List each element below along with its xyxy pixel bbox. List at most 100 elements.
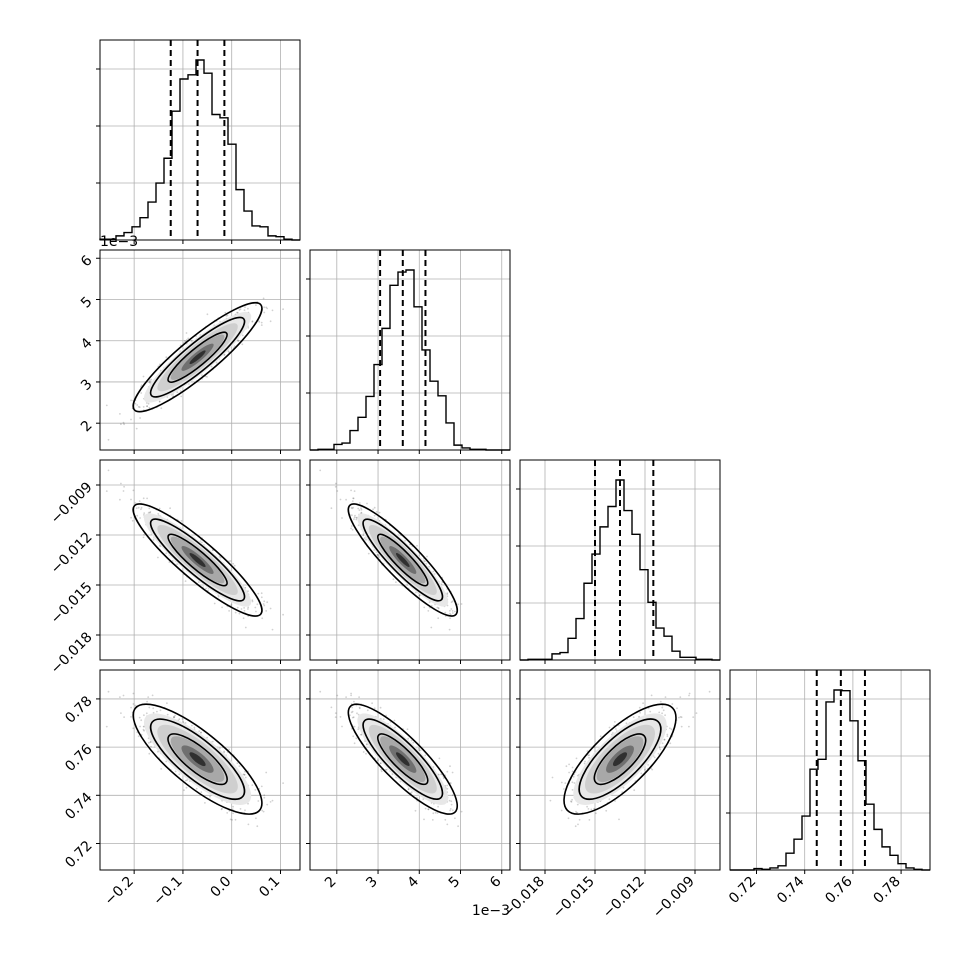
scatter-point xyxy=(136,514,139,517)
scatter-point xyxy=(148,406,151,409)
scatter-point xyxy=(223,750,225,753)
scatter-point xyxy=(257,592,260,595)
scatter-point xyxy=(244,306,246,309)
panel-3-1: 2 3 4 5 61e−3 xyxy=(306,669,511,919)
scatter-point xyxy=(661,742,664,745)
scatter-point xyxy=(232,562,235,565)
scatter-point xyxy=(122,421,125,424)
scatter-point xyxy=(406,728,409,731)
scatter-point xyxy=(151,694,154,697)
scatter-point xyxy=(449,808,452,810)
scatter-point xyxy=(263,796,266,799)
scatter-point xyxy=(135,427,138,430)
scatter-point xyxy=(271,799,274,802)
scatter-point xyxy=(160,407,163,410)
scatter-point xyxy=(449,609,451,612)
scatter-point xyxy=(339,498,342,501)
scatter-point xyxy=(460,810,463,813)
scatter-point xyxy=(265,306,268,309)
scatter-point xyxy=(184,340,186,342)
scatter-point xyxy=(571,766,574,769)
scatter-point xyxy=(357,507,360,510)
scatter-point xyxy=(157,513,160,515)
scatter-point xyxy=(350,525,353,527)
scatter-point xyxy=(416,544,418,547)
scatter-point xyxy=(236,311,238,314)
scatter-point xyxy=(132,692,135,695)
scatter-point xyxy=(353,742,356,745)
scatter-point xyxy=(142,497,145,500)
scatter-point xyxy=(393,719,396,722)
scatter-point xyxy=(139,725,141,728)
y-tick-label: 3 xyxy=(78,376,96,394)
scatter-point xyxy=(130,498,132,501)
scatter-point xyxy=(255,610,257,613)
scatter-point xyxy=(139,417,141,419)
x-tick-label: 4 xyxy=(404,873,422,891)
scatter-point xyxy=(262,297,265,300)
scatter-point xyxy=(352,735,355,738)
scatter-point xyxy=(142,375,145,378)
scatter-point xyxy=(366,709,369,712)
scatter-point xyxy=(392,578,395,581)
scatter-point xyxy=(201,374,203,377)
scatter-point xyxy=(236,606,239,609)
scatter-point xyxy=(130,706,132,709)
scatter-point xyxy=(238,612,241,615)
scatter-point xyxy=(269,801,272,803)
scatter-point xyxy=(200,731,202,734)
scatter-point xyxy=(451,610,454,612)
contour-line xyxy=(132,301,263,413)
scatter-point xyxy=(142,536,145,539)
scatter-point xyxy=(210,365,213,368)
scatter-point xyxy=(444,611,447,614)
scatter-point xyxy=(410,791,413,793)
scatter-point xyxy=(358,706,361,709)
scatter-point xyxy=(185,332,188,334)
panel-2-1 xyxy=(306,459,511,664)
panel-background xyxy=(100,40,300,240)
scatter-point xyxy=(178,773,181,776)
scatter-point xyxy=(423,818,425,821)
scatter-point xyxy=(449,782,452,784)
scatter-point xyxy=(345,696,347,698)
scatter-point xyxy=(165,552,168,555)
scatter-point xyxy=(449,809,451,812)
scatter-point xyxy=(234,818,237,821)
y-tick-label: 0.78 xyxy=(62,693,95,726)
scatter-point xyxy=(251,321,254,323)
scatter-point xyxy=(367,552,370,555)
scatter-point xyxy=(454,817,456,820)
scatter-point xyxy=(438,757,441,760)
scatter-point xyxy=(243,309,246,311)
scatter-point xyxy=(158,400,161,403)
scatter-point xyxy=(176,391,179,394)
scatter-point xyxy=(142,406,145,408)
scatter-point xyxy=(225,315,228,317)
scatter-point xyxy=(130,716,132,718)
scatter-point xyxy=(204,802,206,804)
scatter-point xyxy=(449,617,451,620)
y-tick-label: 5 xyxy=(78,294,96,312)
scatter-point xyxy=(446,787,449,790)
y-tick-label: 6 xyxy=(78,253,96,271)
scatter-point xyxy=(330,706,333,709)
scatter-point xyxy=(143,533,145,536)
scatter-point xyxy=(171,560,174,562)
scatter-point xyxy=(221,606,223,609)
scatter-point xyxy=(122,490,125,492)
scatter-point xyxy=(123,423,125,426)
scatter-point xyxy=(228,748,231,751)
scatter-point xyxy=(120,482,122,485)
scatter-point xyxy=(134,704,137,707)
scatter-point xyxy=(334,485,337,488)
scatter-point xyxy=(168,561,171,564)
scatter-point xyxy=(423,606,426,609)
scatter-point xyxy=(178,718,181,721)
scatter-point xyxy=(271,628,274,631)
scatter-point xyxy=(219,556,222,559)
scatter-point xyxy=(165,356,168,359)
scatter-point xyxy=(336,490,339,492)
scatter-point xyxy=(595,812,597,815)
scatter-point xyxy=(269,607,272,610)
